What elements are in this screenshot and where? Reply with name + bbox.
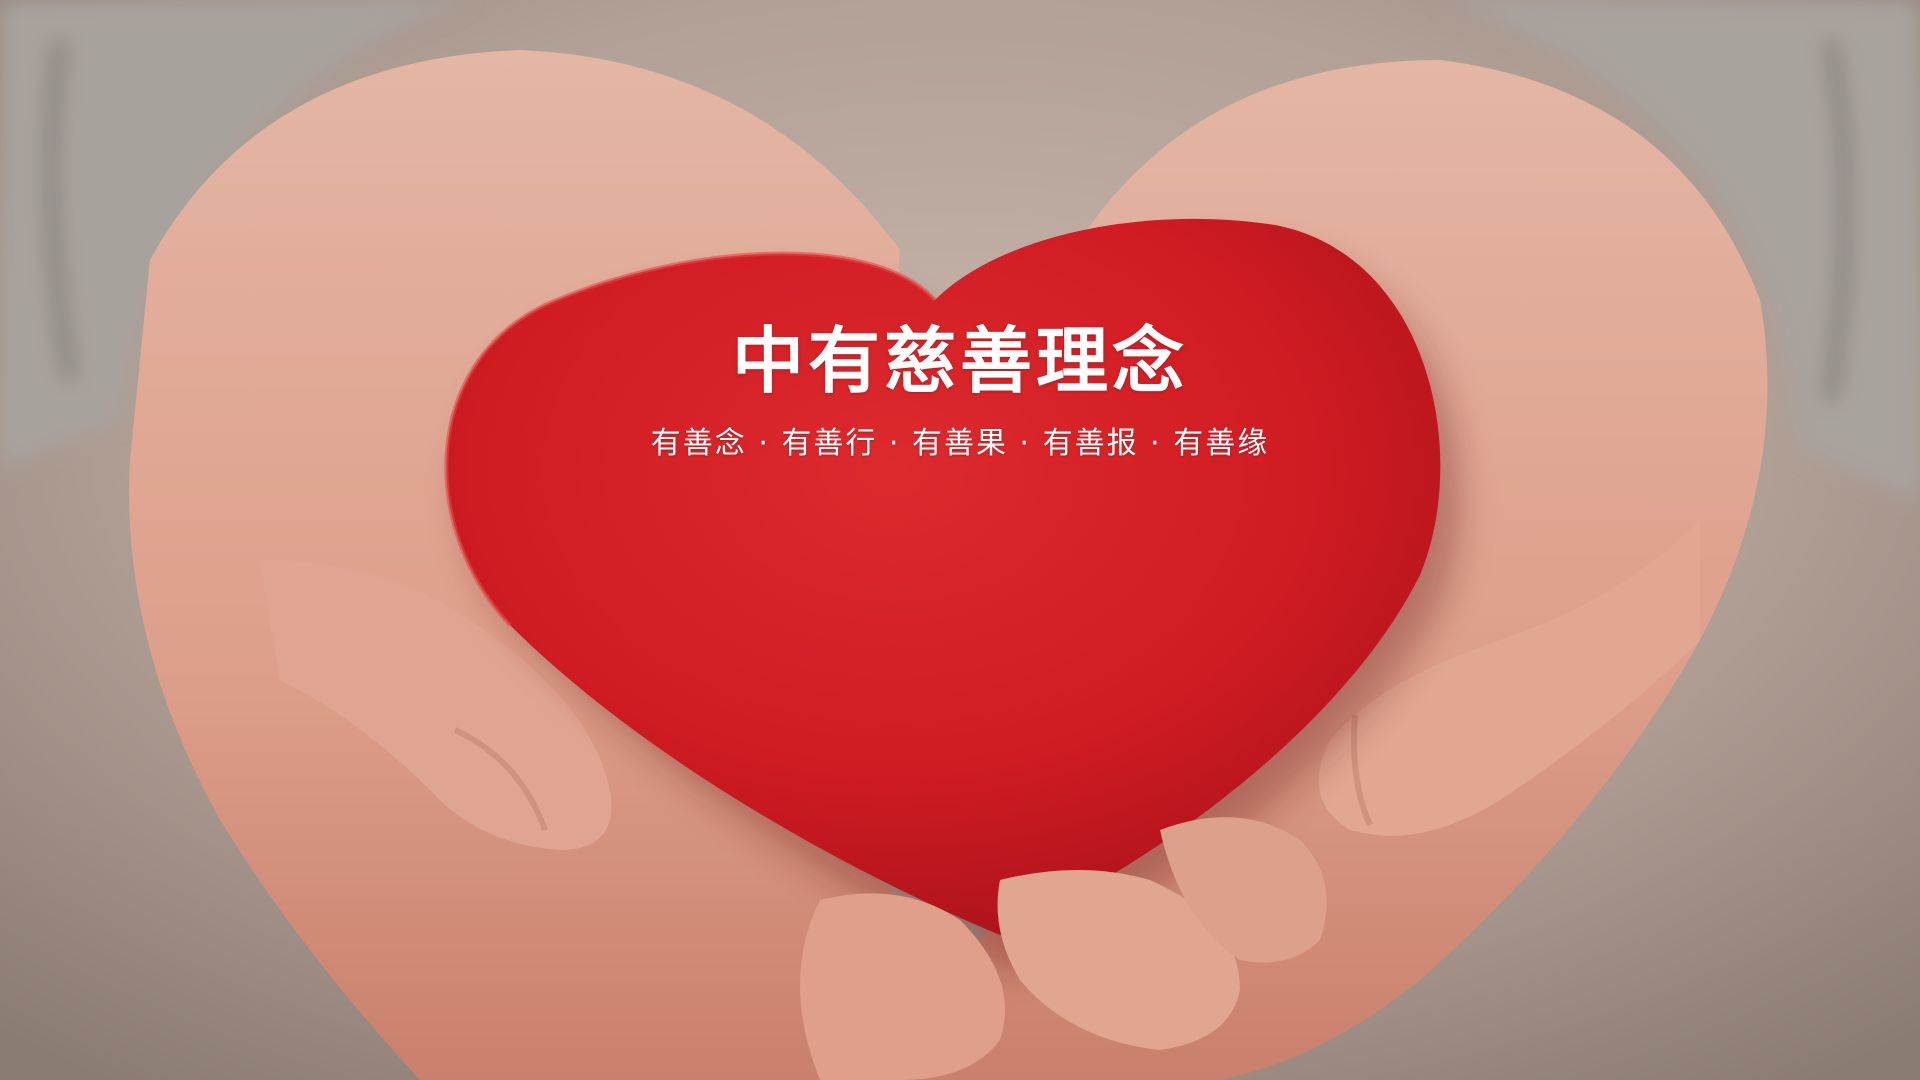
heart-icon <box>446 218 1441 935</box>
hero-text-block: 中有慈善理念 有善念 · 有善行 · 有善果 · 有善报 · 有善缘 <box>0 318 1920 462</box>
page-subtitle: 有善念 · 有善行 · 有善果 · 有善报 · 有善缘 <box>650 426 1270 462</box>
page-title: 中有慈善理念 <box>731 319 1188 403</box>
fingertips <box>800 817 1327 1080</box>
sleeves <box>0 0 1920 500</box>
